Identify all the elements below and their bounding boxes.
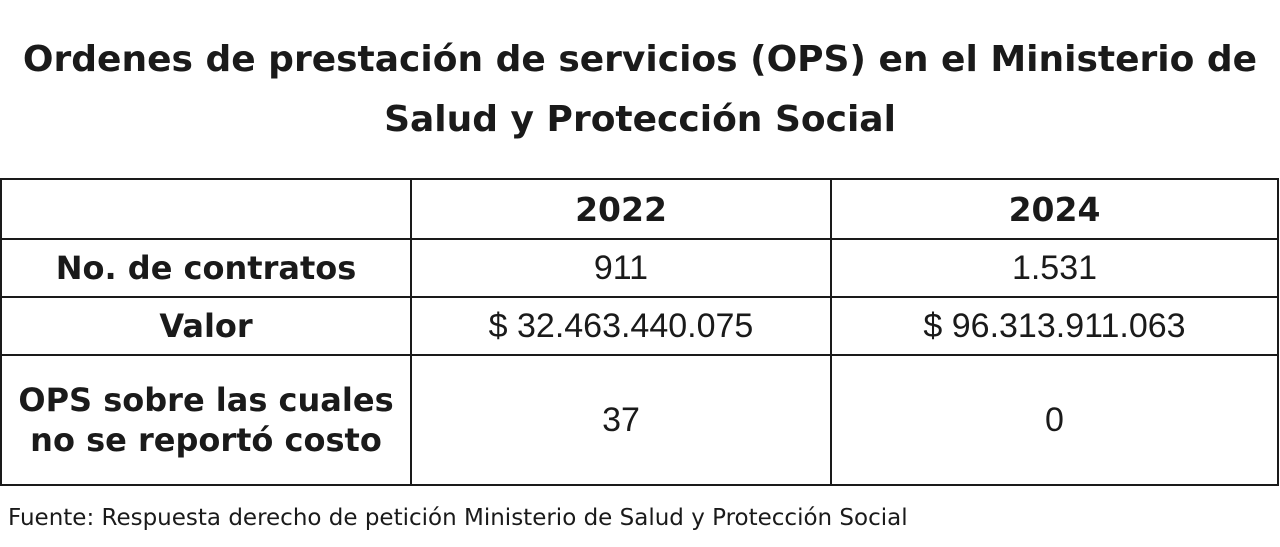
table-header-row: 2022 2024 (0, 178, 1279, 240)
row-label-unreported: OPS sobre las cuales no se reportó costo (0, 354, 412, 486)
table-header-2024: 2024 (830, 178, 1279, 240)
cell-value-2022: $ 32.463.440.075 (410, 296, 832, 356)
cell-contracts-2024: 1.531 (830, 238, 1279, 298)
table-row: No. de contratos 911 1.531 (0, 238, 1279, 298)
table-header-empty (0, 178, 412, 240)
cell-unreported-2024: 0 (830, 354, 1279, 486)
table-row: OPS sobre las cuales no se reportó costo… (0, 354, 1279, 486)
table-row: Valor $ 32.463.440.075 $ 96.313.911.063 (0, 296, 1279, 356)
table-header-2022: 2022 (410, 178, 832, 240)
row-label-value: Valor (0, 296, 412, 356)
row-label-contracts: No. de contratos (0, 238, 412, 298)
ops-table: 2022 2024 No. de contratos 911 1.531 Val… (0, 178, 1279, 486)
cell-value-2024: $ 96.313.911.063 (830, 296, 1279, 356)
cell-unreported-2022: 37 (410, 354, 832, 486)
cell-contracts-2022: 911 (410, 238, 832, 298)
source-note: Fuente: Respuesta derecho de petición Mi… (8, 505, 908, 531)
page-title: Ordenes de prestación de servicios (OPS)… (22, 39, 1258, 140)
